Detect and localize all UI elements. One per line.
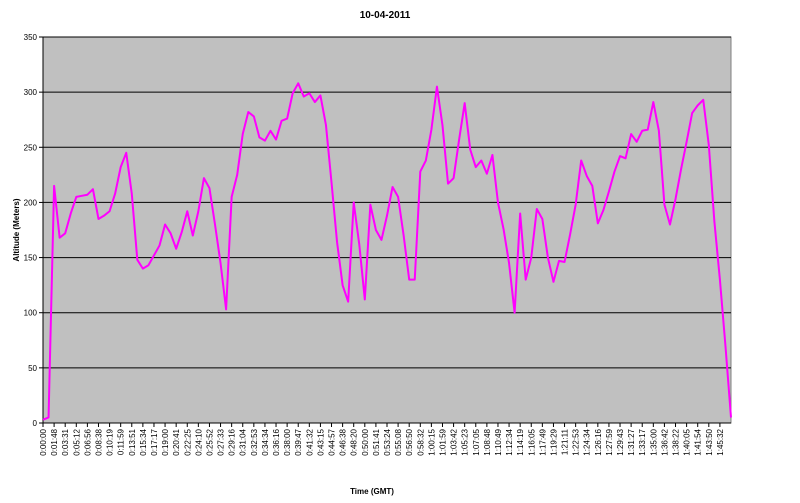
y-tick-label: 300 (24, 88, 38, 97)
x-tick-label: 0:03:31 (61, 428, 70, 455)
x-tick-label: 0:08:38 (94, 428, 103, 455)
y-tick-label: 0 (33, 419, 38, 428)
y-tick-label: 50 (28, 364, 37, 373)
x-tick-label: 0:00:00 (39, 428, 48, 455)
x-tick-label: 1:17:49 (538, 428, 547, 455)
y-tick-label: 150 (24, 254, 38, 263)
x-tick-label: 0:48:20 (350, 428, 359, 455)
x-tick-label: 0:51:41 (372, 428, 381, 455)
x-tick-label: 1:24:34 (583, 428, 592, 455)
x-tick-label: 0:10:19 (106, 428, 115, 455)
x-tick-label: 1:08:48 (483, 428, 492, 455)
x-tick-label: 0:25:52 (205, 428, 214, 455)
x-tick-label: 1:38:22 (672, 428, 681, 455)
x-tick-label: 1:35:00 (649, 428, 658, 455)
x-tick-label: 0:13:51 (128, 428, 137, 455)
x-tick-label: 1:05:23 (461, 428, 470, 455)
x-tick-label: 0:38:00 (283, 428, 292, 455)
x-tick-label: 0:19:00 (161, 428, 170, 455)
x-tick-label: 0:56:50 (405, 428, 414, 455)
x-tick-label: 1:19:29 (549, 428, 558, 455)
y-tick-label: 250 (24, 143, 38, 152)
x-tick-label: 1:14:19 (516, 428, 525, 455)
x-tick-label: 1:12:34 (505, 428, 514, 455)
x-tick-label: 0:55:08 (394, 428, 403, 455)
x-tick-label: 0:53:24 (383, 428, 392, 455)
x-tick-label: 1:36:42 (660, 428, 669, 455)
x-tick-label: 0:34:34 (261, 428, 270, 455)
x-tick-label: 1:43:50 (705, 428, 714, 455)
x-tick-label: 1:26:16 (594, 428, 603, 455)
chart-title: 10-04-2011 (360, 10, 411, 21)
x-tick-label: 1:29:43 (616, 428, 625, 455)
x-tick-label: 1:01:59 (438, 428, 447, 455)
x-tick-label: 0:01:48 (50, 428, 59, 455)
y-tick-label: 200 (24, 198, 38, 207)
x-tick-label: 0:46:38 (339, 428, 348, 455)
y-tick-label: 100 (24, 309, 38, 318)
x-tick-label: 0:29:16 (228, 428, 237, 455)
x-tick-label: 1:03:42 (450, 428, 459, 455)
x-tick-label: 0:43:15 (316, 428, 325, 455)
x-tick-label: 0:11:59 (117, 428, 126, 455)
x-tick-label: 0:27:33 (217, 428, 226, 455)
x-tick-label: 0:58:32 (416, 428, 425, 455)
x-tick-label: 0:17:17 (150, 428, 159, 455)
x-tick-label: 0:31:04 (239, 428, 248, 455)
data-line (42, 82, 732, 421)
plot-area (42, 36, 732, 424)
x-tick-label: 1:16:05 (527, 428, 536, 455)
x-tick-label: 1:07:05 (472, 428, 481, 455)
x-tick-label: 0:20:41 (172, 428, 181, 455)
x-tick-label: 1:40:05 (683, 428, 692, 455)
x-tick-label: 1:41:54 (694, 428, 703, 455)
y-axis-title: Altitude (Meters) (12, 198, 21, 261)
x-tick-label: 0:36:16 (272, 428, 281, 455)
x-tick-label: 0:32:53 (250, 428, 259, 455)
x-tick-label: 1:33:17 (638, 428, 647, 455)
x-tick-label: 0:06:56 (83, 428, 92, 455)
x-tick-label: 0:44:57 (328, 428, 337, 455)
x-tick-label: 0:22:25 (183, 428, 192, 455)
x-tick-label: 0:41:32 (305, 428, 314, 455)
x-tick-label: 0:05:12 (72, 428, 81, 455)
x-tick-label: 1:27:59 (605, 428, 614, 455)
x-tick-label: 1:00:15 (427, 428, 436, 455)
x-tick-label: 0:39:47 (294, 428, 303, 455)
x-axis-title: Time (GMT) (350, 487, 394, 496)
x-tick-label: 1:31:27 (627, 428, 636, 455)
x-tick-label: 1:22:53 (572, 428, 581, 455)
x-tick-label: 0:15:34 (139, 428, 148, 455)
y-tick-label: 350 (24, 33, 38, 42)
x-tick-label: 1:21:11 (561, 428, 570, 455)
x-tick-label: 1:45:32 (716, 428, 725, 455)
x-tick-label: 0:50:00 (361, 428, 370, 455)
x-tick-label: 0:24:10 (194, 428, 203, 455)
x-tick-label: 1:10:49 (494, 428, 503, 455)
